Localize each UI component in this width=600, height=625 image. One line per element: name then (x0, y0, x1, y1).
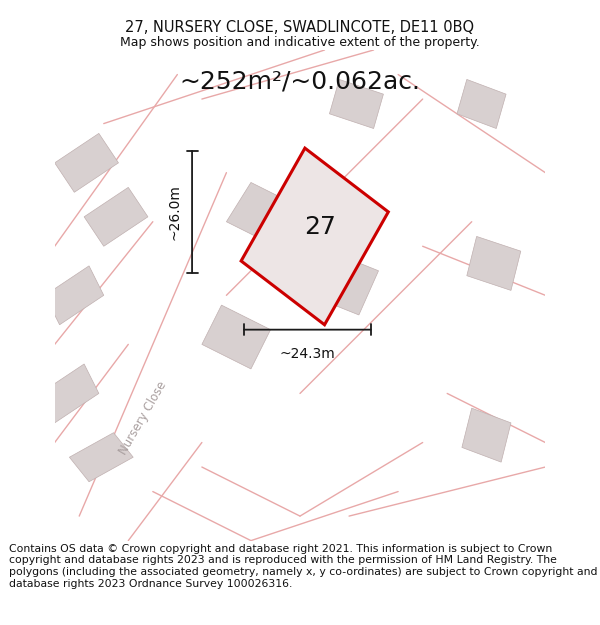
Polygon shape (84, 188, 148, 246)
Polygon shape (70, 432, 133, 482)
Polygon shape (310, 251, 379, 315)
Polygon shape (467, 236, 521, 291)
Polygon shape (45, 266, 104, 325)
Polygon shape (55, 133, 118, 192)
Polygon shape (462, 408, 511, 462)
Text: ~26.0m: ~26.0m (168, 184, 182, 240)
Text: Nursery Close: Nursery Close (117, 379, 169, 457)
Polygon shape (241, 148, 388, 325)
Text: 27, NURSERY CLOSE, SWADLINCOTE, DE11 0BQ: 27, NURSERY CLOSE, SWADLINCOTE, DE11 0BQ (125, 20, 475, 35)
Text: ~252m²/~0.062ac.: ~252m²/~0.062ac. (179, 69, 421, 94)
Text: ~24.3m: ~24.3m (280, 348, 335, 361)
Polygon shape (202, 305, 271, 369)
Polygon shape (40, 364, 99, 423)
Polygon shape (329, 79, 383, 129)
Text: 27: 27 (304, 214, 335, 239)
Text: Map shows position and indicative extent of the property.: Map shows position and indicative extent… (120, 36, 480, 49)
Polygon shape (457, 79, 506, 129)
Text: Contains OS data © Crown copyright and database right 2021. This information is : Contains OS data © Crown copyright and d… (9, 544, 598, 589)
Polygon shape (226, 182, 300, 246)
